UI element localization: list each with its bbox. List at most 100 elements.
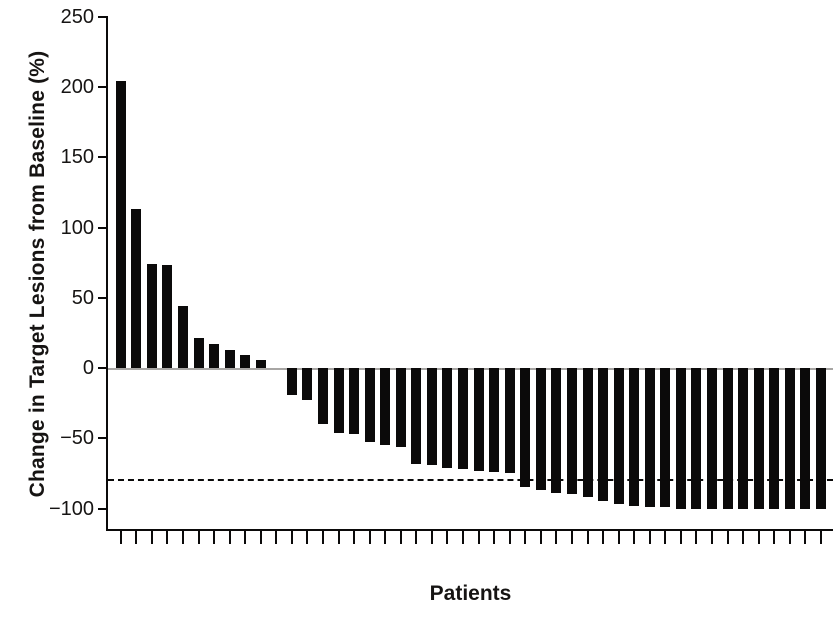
patient-bar [442, 368, 453, 468]
patient-bar [209, 344, 220, 368]
y-tick [98, 156, 107, 159]
patient-bar [177, 306, 188, 368]
x-tick [430, 531, 433, 544]
patient-bar [395, 368, 406, 447]
x-tick [804, 531, 807, 544]
patient-bar [644, 368, 655, 508]
x-tick [508, 531, 511, 544]
patient-bar [691, 368, 702, 509]
patient-bar [255, 359, 266, 368]
x-tick [539, 531, 542, 544]
x-tick [462, 531, 465, 544]
patient-bar [286, 368, 297, 395]
y-tick [98, 367, 107, 369]
x-axis-line [106, 529, 833, 531]
y-tick-label: 250 [60, 5, 94, 28]
y-axis-title: Change in Target Lesions from Baseline (… [26, 50, 49, 498]
x-tick [384, 531, 387, 544]
x-tick [197, 531, 200, 544]
response-threshold-dashed-line [108, 479, 833, 482]
x-tick [150, 531, 153, 544]
x-tick [275, 531, 278, 544]
x-tick [757, 531, 760, 544]
x-tick [586, 531, 589, 544]
x-tick [399, 531, 402, 544]
y-tick-label: −50 [60, 427, 94, 450]
patient-bar [115, 81, 126, 368]
x-tick [415, 531, 418, 544]
patient-bar [660, 368, 671, 508]
patient-bar [193, 338, 204, 368]
x-tick [773, 531, 776, 544]
y-tick-label: −100 [48, 497, 94, 520]
y-tick-label: 50 [71, 286, 94, 309]
x-tick [493, 531, 496, 544]
patient-bar [131, 209, 142, 368]
patient-bar [800, 368, 811, 509]
patient-bar [146, 264, 157, 368]
x-tick [602, 531, 605, 544]
patient-bar [240, 355, 251, 368]
patient-bar [784, 368, 795, 509]
patient-bar [566, 368, 577, 495]
x-tick [259, 531, 262, 544]
patient-bar [675, 368, 686, 509]
patient-bar [473, 368, 484, 471]
patient-bar [380, 368, 391, 446]
y-tick [98, 86, 107, 88]
y-tick [98, 296, 107, 299]
x-tick [119, 531, 122, 544]
y-tick-label: 0 [82, 357, 94, 379]
patient-bar [706, 368, 717, 509]
zero-baseline-gridline [108, 367, 833, 370]
patient-bar [815, 368, 826, 509]
patient-bar [411, 368, 422, 464]
x-tick [290, 531, 293, 544]
x-tick [446, 531, 449, 544]
patient-bar [364, 368, 375, 443]
x-tick [228, 531, 231, 544]
patient-bar [333, 368, 344, 433]
x-axis-title: Patients [429, 582, 512, 605]
x-tick [710, 531, 713, 544]
patient-bar [520, 368, 531, 488]
x-tick [135, 531, 138, 544]
y-tick-label: 100 [60, 216, 94, 239]
x-tick [368, 531, 371, 544]
patient-bar [629, 368, 640, 506]
x-tick [524, 531, 527, 544]
patient-bar [489, 368, 500, 472]
x-tick [726, 531, 729, 544]
x-tick [742, 531, 745, 544]
y-tick-label: 150 [60, 146, 94, 169]
patient-bar [317, 368, 328, 425]
patient-bar [722, 368, 733, 509]
y-tick-label: 200 [60, 76, 94, 98]
patient-bar [458, 368, 469, 470]
x-tick [819, 531, 822, 544]
patient-bar [582, 368, 593, 498]
patient-bar [613, 368, 624, 505]
patient-bar [504, 368, 515, 474]
y-tick [98, 15, 107, 18]
y-tick [98, 437, 107, 440]
x-tick [788, 531, 791, 544]
patient-bar [551, 368, 562, 494]
x-tick [306, 531, 309, 544]
x-tick [695, 531, 698, 544]
x-tick [570, 531, 573, 544]
x-tick [337, 531, 340, 544]
patient-bar [753, 368, 764, 509]
patient-bar [162, 265, 173, 368]
x-tick [244, 531, 247, 544]
x-tick [555, 531, 558, 544]
patient-bar [738, 368, 749, 509]
x-tick [633, 531, 636, 544]
patient-bar [769, 368, 780, 509]
patient-bar [535, 368, 546, 491]
x-tick [648, 531, 651, 544]
x-tick [213, 531, 216, 544]
patient-bar [426, 368, 437, 465]
x-tick [166, 531, 169, 544]
